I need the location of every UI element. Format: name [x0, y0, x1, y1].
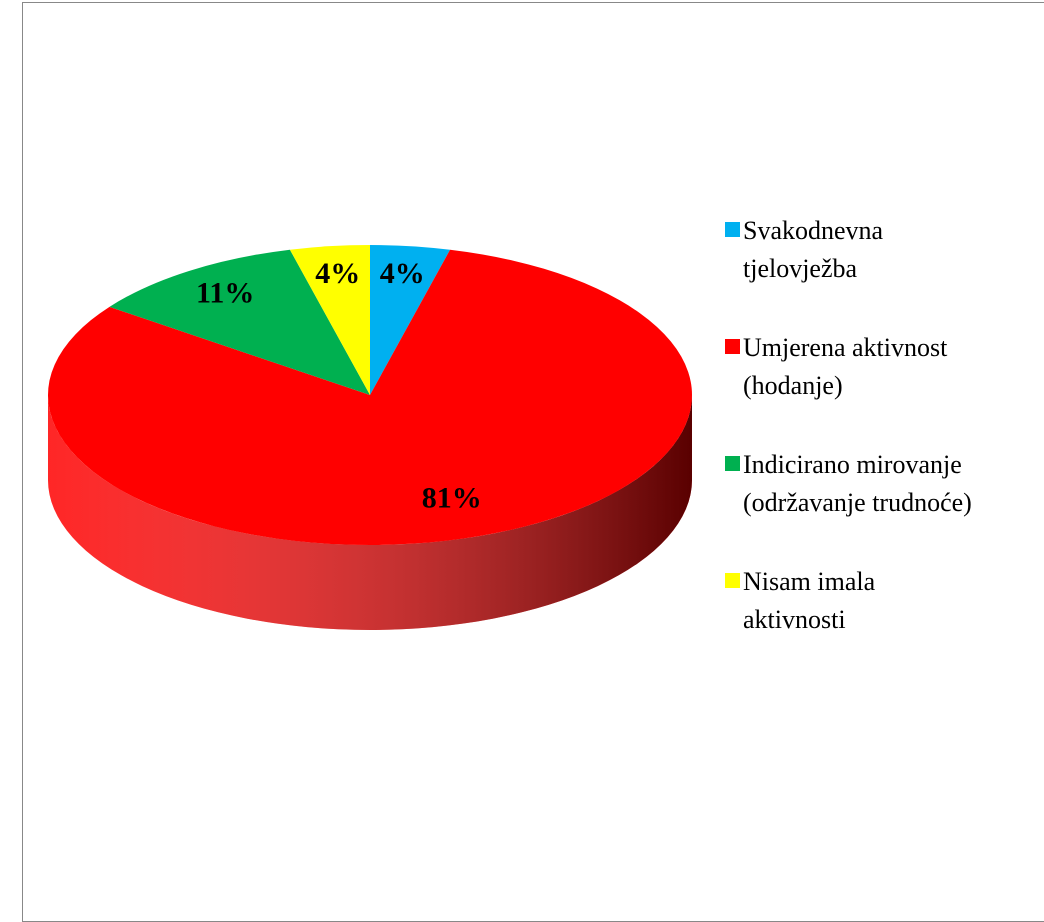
legend-swatch [725, 222, 740, 237]
slice [289, 245, 370, 395]
slice [109, 249, 371, 395]
value-label: 4% [315, 257, 360, 290]
legend-label: Umjerena aktivnost (hodanje) [743, 333, 948, 400]
legend-swatch [725, 573, 740, 588]
legend-label: Svakodnevna tjelovježba [743, 216, 884, 283]
legend-label: Nisam imala aktivnosti [743, 567, 876, 634]
legend-label: Indicirano mirovanje (održavanje trudnoć… [743, 450, 972, 517]
legend-swatch [725, 456, 740, 471]
value-label: 11% [196, 277, 254, 310]
slice [47, 249, 692, 545]
legend-swatch [725, 339, 740, 354]
value-label: 4% [380, 257, 425, 290]
slice [370, 245, 451, 395]
slice-side-shade [48, 395, 692, 630]
value-label: 81% [422, 482, 482, 515]
